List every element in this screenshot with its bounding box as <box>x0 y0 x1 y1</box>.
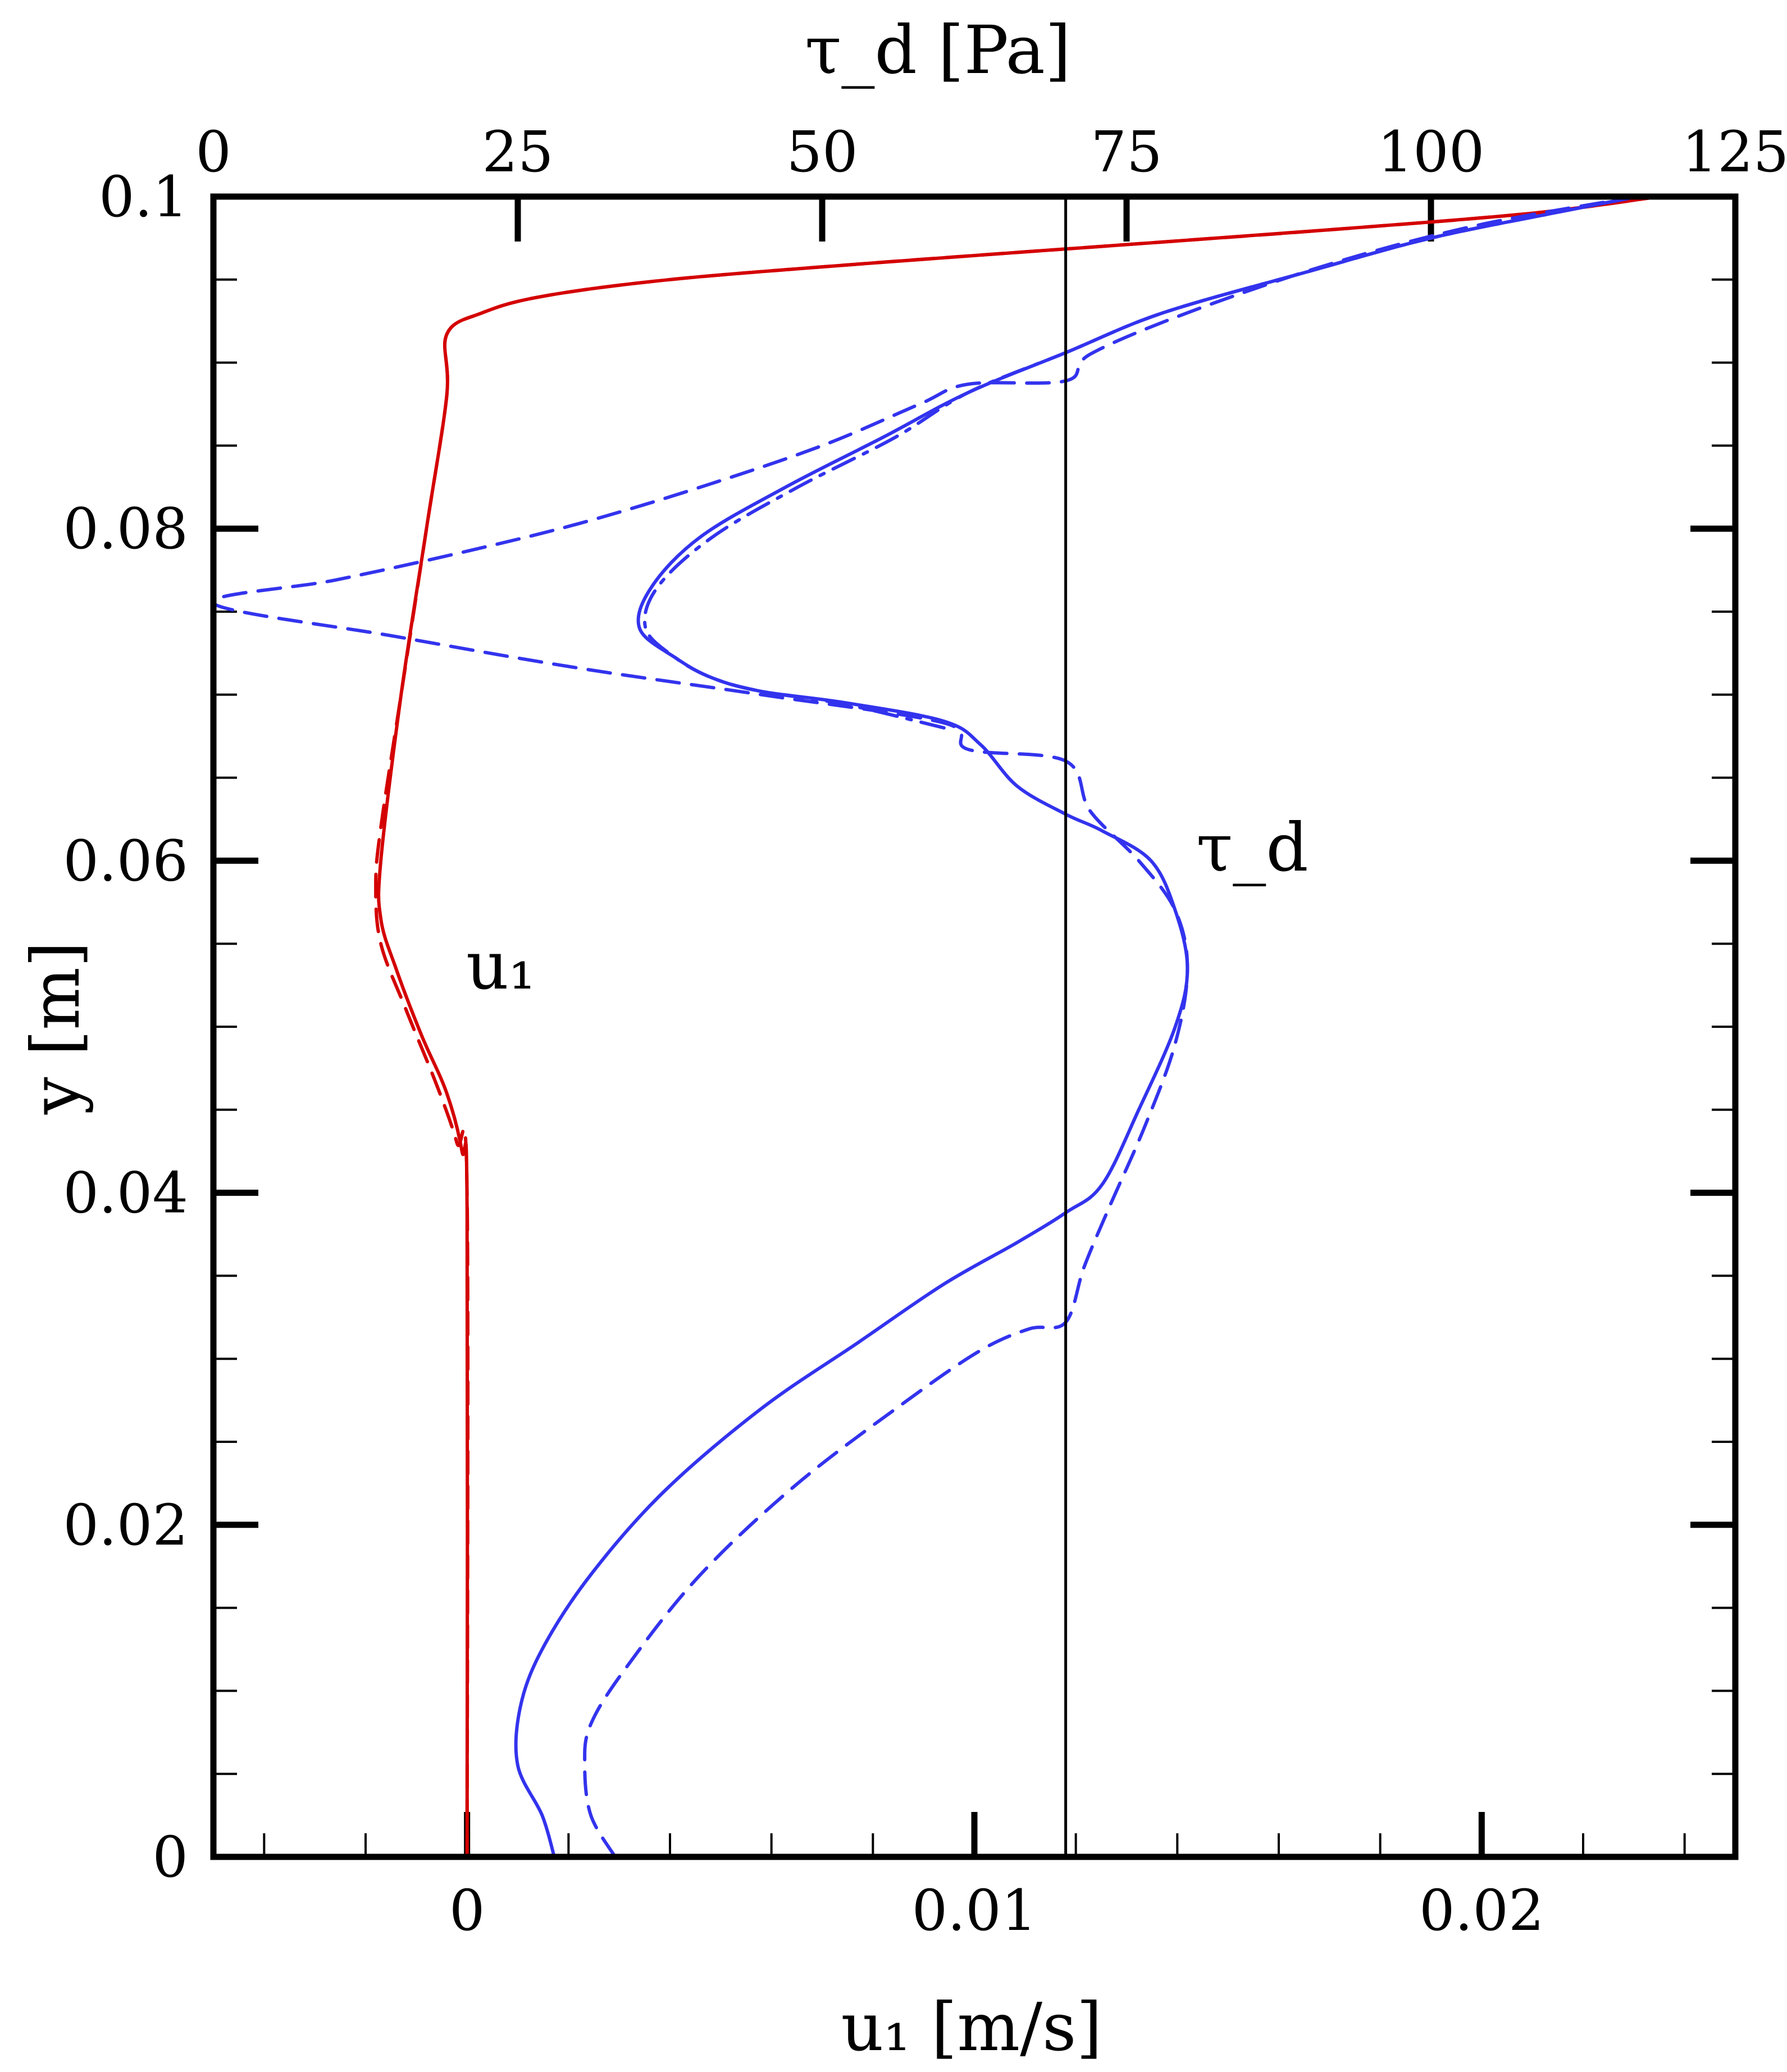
u1-dashed-line <box>374 195 1661 1859</box>
tick-labels: 0 0.01 0.02 0 25 50 75 100 125 0 0.02 0.04 0.06 0.08 0… <box>63 119 1787 1943</box>
y-axis-title: y [m] <box>17 941 94 1115</box>
tau-solid-line <box>514 195 1640 1859</box>
y-tick-label: 0.02 <box>63 1492 188 1558</box>
tau-d-curve-label: τ_d <box>1196 809 1309 886</box>
y-tick-label: 0.06 <box>63 828 188 894</box>
y-tick-label: 0.08 <box>63 496 188 562</box>
x-bottom-tick-label: 0.02 <box>1419 1878 1544 1943</box>
y-tick-label: 0.1 <box>99 164 188 230</box>
x-top-tick-label: 75 <box>1091 119 1162 185</box>
tau-dashed-line <box>211 195 1640 1859</box>
x-top-tick-label: 125 <box>1682 119 1787 185</box>
x-top-tick-label: 50 <box>786 119 858 185</box>
x-axis-title-top: τ_d [Pa] <box>805 11 1071 89</box>
x-bottom-tick-label: 0.01 <box>912 1878 1037 1943</box>
plot-frame <box>210 193 1739 1860</box>
u1-solid-line <box>377 195 1661 1859</box>
x-top-tick-label: 0 <box>195 119 231 185</box>
x-top-tick-label: 25 <box>482 119 553 185</box>
minor-ticks <box>213 278 1735 1857</box>
curves <box>211 195 1661 1859</box>
x-top-tick-label: 100 <box>1378 119 1485 185</box>
tau-dashdot-line <box>642 195 1640 730</box>
x-bottom-tick-label: 0 <box>449 1878 485 1943</box>
y-tick-label: 0.04 <box>63 1160 188 1226</box>
y-tick-label: 0 <box>152 1824 188 1890</box>
x-axis-title-bottom: u₁ [m/s] <box>841 1988 1102 2066</box>
u1-curve-label: u₁ <box>466 927 535 1004</box>
major-ticks <box>210 193 1739 1860</box>
